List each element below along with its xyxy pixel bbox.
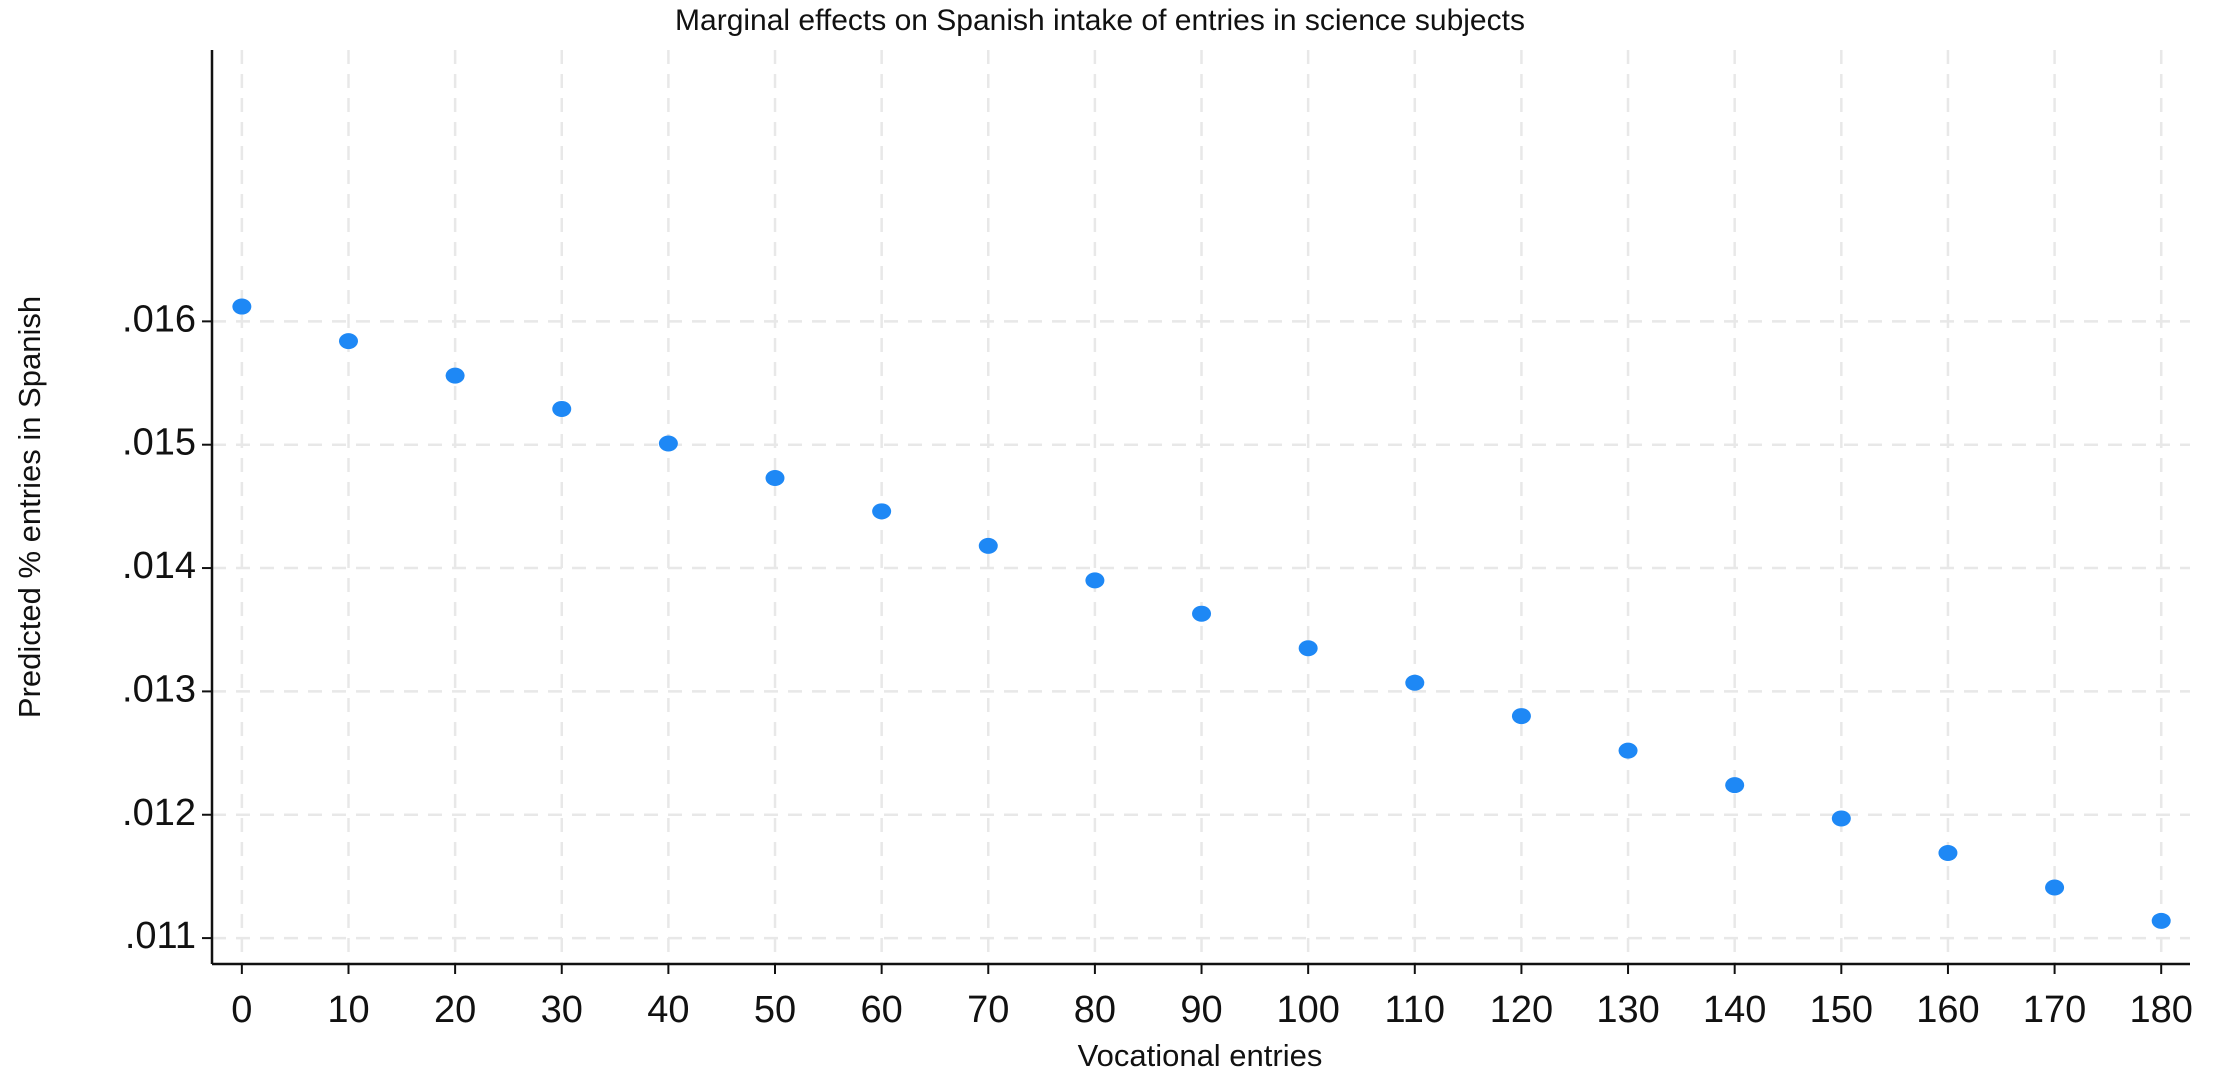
x-tick-label: 180 [2130, 989, 2193, 1031]
y-tick-label: .012 [122, 792, 196, 834]
point [1405, 674, 1425, 691]
point [872, 503, 892, 520]
point [1618, 742, 1638, 759]
x-tick-label: 100 [1276, 989, 1339, 1031]
y-tick-label: .016 [122, 298, 196, 340]
x-tick-label: 80 [1074, 989, 1116, 1031]
y-tick-label: .015 [122, 422, 196, 464]
point [1298, 640, 1318, 657]
x-tick-label: 90 [1180, 989, 1222, 1031]
x-tick-label: 140 [1703, 989, 1766, 1031]
point [1938, 844, 1958, 861]
y-axis-title: Predicted % entries in Spanish [12, 296, 47, 718]
point [1725, 777, 1745, 794]
point [1831, 810, 1851, 827]
point [1511, 708, 1531, 725]
x-tick-label: 130 [1596, 989, 1659, 1031]
x-tick-label: 170 [2023, 989, 2086, 1031]
point [338, 333, 358, 350]
x-tick-label: 20 [434, 989, 476, 1031]
x-tick-label: 120 [1490, 989, 1553, 1031]
point [978, 537, 998, 554]
point [1085, 572, 1105, 589]
x-tick-label: 60 [861, 989, 903, 1031]
x-tick-label: 40 [647, 989, 689, 1031]
point [2151, 912, 2171, 929]
point [2045, 879, 2065, 896]
x-tick-label: 160 [1916, 989, 1979, 1031]
x-tick-label: 150 [1810, 989, 1873, 1031]
x-tick-label: 70 [967, 989, 1009, 1031]
y-tick-label: .011 [125, 915, 196, 957]
y-tick-label: .014 [122, 545, 196, 587]
point [765, 470, 785, 487]
point [232, 298, 252, 315]
point [445, 367, 465, 384]
x-tick-label: 30 [541, 989, 583, 1031]
y-tick-label: .013 [122, 668, 196, 710]
x-tick-label: 10 [327, 989, 369, 1031]
x-tick-label: 110 [1384, 989, 1445, 1031]
point [1192, 605, 1212, 622]
point [552, 400, 572, 417]
x-tick-label: 50 [754, 989, 796, 1031]
chart-title: Marginal effects on Spanish intake of en… [675, 4, 1525, 37]
point [658, 435, 678, 452]
x-axis-title: Vocational entries [1078, 1038, 1323, 1071]
x-tick-label: 0 [231, 989, 252, 1031]
